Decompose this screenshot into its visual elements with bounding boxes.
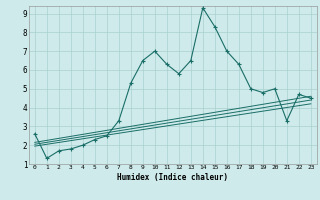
X-axis label: Humidex (Indice chaleur): Humidex (Indice chaleur) [117, 173, 228, 182]
